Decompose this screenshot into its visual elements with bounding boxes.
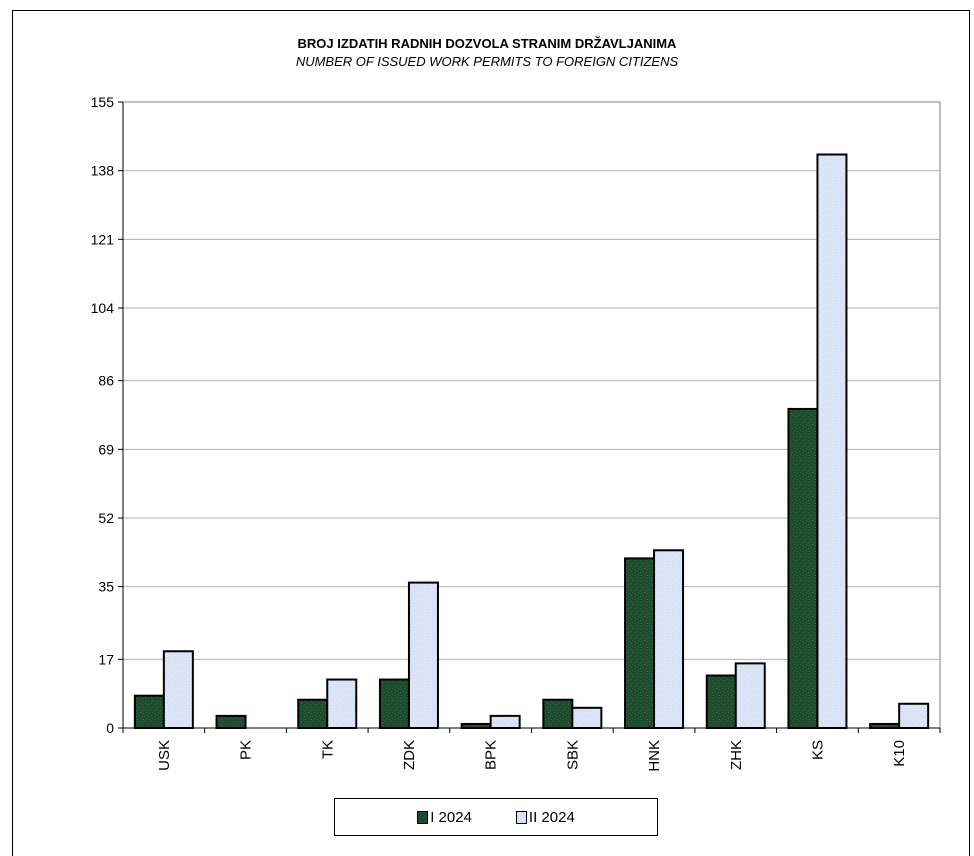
bar-hnk-series-1 bbox=[653, 549, 685, 729]
bar-usk-series-1 bbox=[162, 650, 194, 730]
bar-zdk-series-0 bbox=[378, 678, 410, 729]
bar-k10-series-0 bbox=[869, 722, 901, 730]
y-tick-label: 69 bbox=[98, 441, 114, 457]
x-tick-label: USK bbox=[156, 740, 173, 771]
legend-item-ii-2024: II 2024 bbox=[515, 808, 575, 826]
y-tick-label: 35 bbox=[98, 579, 114, 595]
legend-swatch-ii-2024 bbox=[515, 810, 527, 824]
x-tick-label: ZHK bbox=[728, 740, 745, 770]
bar-zhk-series-1 bbox=[734, 662, 766, 729]
y-tick-label: 0 bbox=[106, 720, 114, 736]
bar-bpk-series-1 bbox=[489, 714, 521, 729]
y-tick-label: 104 bbox=[91, 300, 115, 316]
y-tick-label: 155 bbox=[91, 94, 115, 110]
bar-ks-series-1 bbox=[816, 153, 848, 729]
bar-sbk-series-0 bbox=[542, 698, 574, 729]
y-tick-label: 138 bbox=[91, 163, 115, 179]
x-tick-label: PK bbox=[238, 740, 255, 760]
bar-k10-series-1 bbox=[898, 702, 930, 730]
y-tick-label: 121 bbox=[91, 231, 115, 247]
x-tick-label: ZDK bbox=[401, 740, 418, 770]
y-tick-label: 86 bbox=[98, 373, 114, 389]
bar-ks-series-0 bbox=[787, 407, 819, 729]
x-tick-label: BPK bbox=[483, 740, 500, 770]
x-tick-label: TK bbox=[319, 740, 336, 759]
chart-title: BROJ IZDATIH RADNIH DOZVOLA STRANIM DRŽA… bbox=[297, 36, 677, 51]
y-tick-label: 52 bbox=[98, 510, 114, 526]
bar-pk-series-0 bbox=[215, 714, 247, 729]
chart-frame bbox=[12, 10, 970, 856]
y-tick-label: 17 bbox=[98, 651, 114, 667]
bar-bpk-series-0 bbox=[460, 722, 492, 730]
x-tick-label: K10 bbox=[891, 740, 908, 767]
bar-tk-series-1 bbox=[326, 678, 358, 729]
bar-zdk-series-1 bbox=[407, 581, 439, 729]
bar-zhk-series-0 bbox=[705, 674, 737, 729]
x-tick-label: SBK bbox=[564, 740, 581, 770]
chart-legend: I 2024 II 2024 bbox=[334, 798, 658, 836]
legend-label-ii-2024: II 2024 bbox=[528, 808, 575, 826]
bar-tk-series-0 bbox=[297, 698, 329, 729]
legend-swatch-i-2024 bbox=[417, 810, 429, 824]
bar-hnk-series-0 bbox=[624, 557, 656, 730]
x-tick-label: KS bbox=[809, 740, 826, 760]
bar-sbk-series-1 bbox=[571, 706, 603, 730]
x-tick-label: HNK bbox=[646, 740, 663, 772]
legend-item-i-2024: I 2024 bbox=[417, 809, 472, 826]
chart-subtitle: NUMBER OF ISSUED WORK PERMITS TO FOREIGN… bbox=[295, 54, 679, 69]
legend-label-i-2024: I 2024 bbox=[430, 808, 472, 826]
bar-usk-series-0 bbox=[133, 694, 165, 729]
